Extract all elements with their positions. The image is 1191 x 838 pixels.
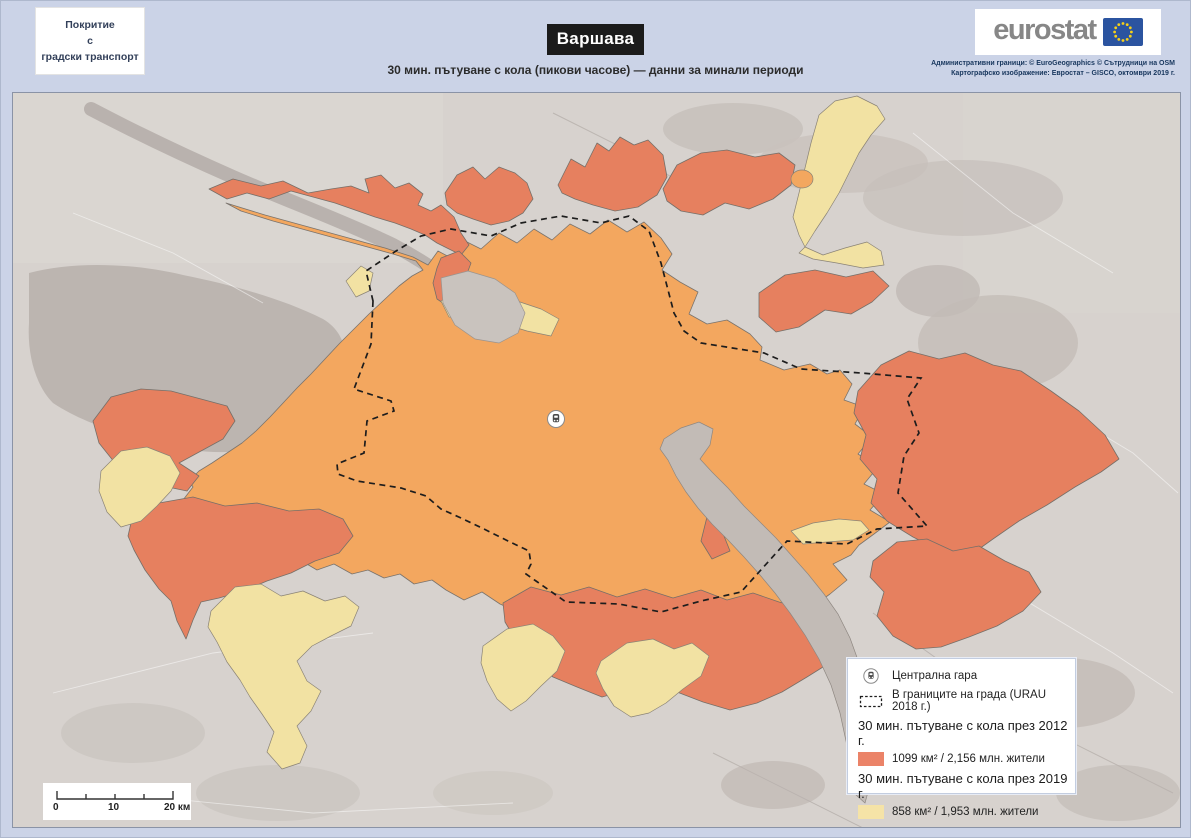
legend-2012-header: 30 мин. пътуване с кола през 2012 г. (858, 718, 1068, 748)
legend-2019-header: 30 мин. пътуване с кола през 2019 г. (858, 771, 1068, 801)
station-icon (858, 667, 884, 685)
page-subtitle: 30 мин. пътуване с кола (пикови часове) … (387, 63, 804, 77)
eu-flag-icon (1102, 18, 1143, 46)
header-band: Варшава 30 мин. пътуване с кола (пикови … (0, 0, 1191, 92)
overlap-inlier (790, 169, 814, 189)
scale-bar: 0 10 20 км (43, 783, 191, 820)
coverage-2012-swatch (858, 752, 884, 766)
scale-ruler (56, 791, 174, 800)
legend-2019-row: 858 км² / 1,953 млн. жители (858, 805, 1069, 819)
basemap (13, 93, 1180, 827)
legend-2012-value: 1099 км² / 2,156 млн. жители (892, 753, 1045, 765)
map-canvas: Централна гара В границите на града (URA… (12, 92, 1181, 828)
legend-boundary-row: В границите на града (URAU 2018 г.) (858, 689, 1069, 713)
coverage-2019-layer (98, 95, 886, 770)
dashed-boundary-icon (858, 695, 884, 708)
attribution-line: Административни граници: © EuroGeographi… (931, 60, 1175, 67)
scale-labels: 0 10 20 км (53, 802, 190, 815)
eurostat-logo: eurostat (975, 9, 1161, 55)
map-legend: Централна гара В границите на града (URA… (847, 658, 1076, 819)
legend-station-row: Централна гара (858, 667, 1069, 685)
station-marker (547, 410, 565, 428)
scale-label: 10 (108, 802, 120, 813)
legend-boundary-label: В границите на града (URAU 2018 г.) (892, 689, 1047, 713)
page-title: Варшава (546, 24, 645, 55)
title-block: Варшава 30 мин. пътуване с кола (пикови … (0, 0, 1191, 92)
scale-label: 0 (53, 802, 59, 813)
scale-label: 20 км (164, 802, 191, 813)
map-attribution: Административни граници: © EuroGeographi… (815, 59, 1175, 79)
legend-2012-row: 1099 км² / 2,156 млн. жители (858, 752, 1069, 766)
eurostat-wordmark: eurostat (993, 14, 1097, 46)
attribution-line: Картографско изображение: Евростат – GIS… (951, 70, 1175, 78)
legend-2019-value: 858 км² / 1,953 млн. жители (892, 806, 1039, 818)
legend-station-label: Централна гара (892, 670, 978, 682)
coverage-2019-swatch (858, 805, 884, 819)
project-title-line: градски транспорт (41, 51, 139, 64)
project-title-line: Покритие (65, 18, 115, 31)
project-title-line: с (87, 34, 93, 47)
city-boundary-dashed (336, 215, 929, 613)
project-title-box: Покритие с градски транспорт (35, 7, 145, 75)
